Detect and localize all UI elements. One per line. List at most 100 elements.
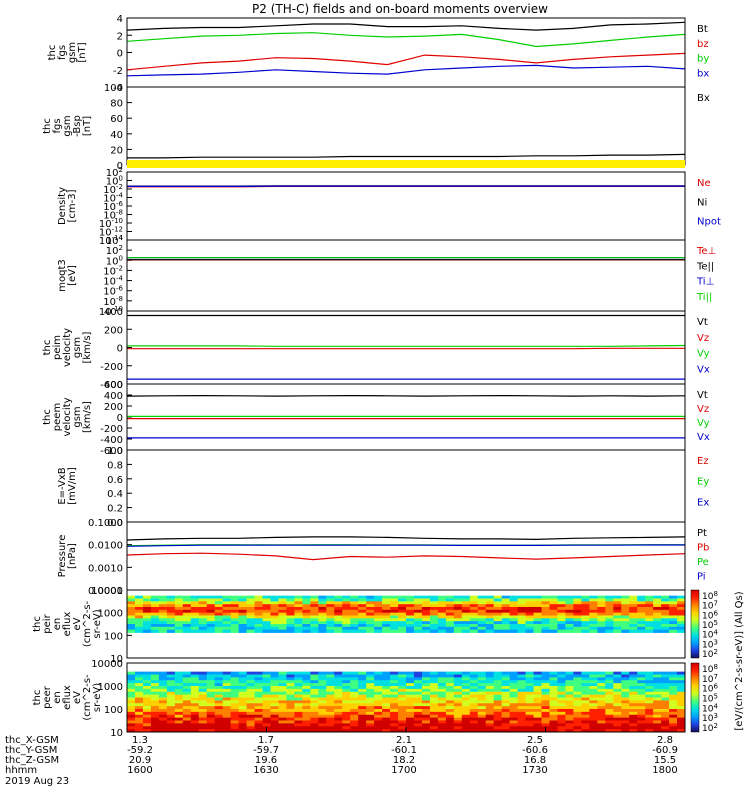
spectrogram-cell bbox=[246, 688, 255, 693]
spectrogram-cell bbox=[541, 683, 550, 687]
spectrogram-cell bbox=[127, 621, 136, 625]
spectrogram-cell bbox=[198, 609, 208, 614]
x-col-value: 1730 bbox=[522, 765, 547, 776]
spectrogram-cell bbox=[485, 691, 495, 696]
spectrogram-cell bbox=[613, 686, 622, 690]
spectrogram-cell bbox=[294, 726, 303, 730]
spectrogram-cell bbox=[565, 691, 574, 696]
spectrogram-cell bbox=[286, 723, 295, 727]
spectrogram-cell bbox=[334, 686, 343, 690]
spectrogram-cell bbox=[222, 626, 232, 631]
spectrogram-cell bbox=[158, 604, 168, 608]
spectrogram-cell bbox=[453, 677, 463, 681]
spectrogram-cell bbox=[214, 607, 224, 611]
spectrogram-cell bbox=[262, 629, 271, 633]
spectrogram-cell bbox=[230, 677, 239, 681]
spectrogram-cell bbox=[637, 691, 646, 696]
spectrogram-cell bbox=[629, 621, 638, 625]
y-tick-label: 60 bbox=[110, 114, 123, 125]
spectrogram-cell bbox=[501, 595, 511, 599]
spectrogram-cell bbox=[158, 601, 168, 605]
spectrogram-cell bbox=[445, 683, 455, 687]
spectrogram-cell bbox=[174, 621, 184, 625]
spectrogram-cell bbox=[597, 598, 606, 602]
spectrogram-cell bbox=[541, 686, 550, 690]
spectrogram-cell bbox=[541, 671, 550, 675]
spectrogram-cell bbox=[302, 609, 311, 614]
spectrogram-cell bbox=[150, 720, 160, 724]
spectrogram-cell bbox=[382, 694, 391, 698]
spectrogram-cell bbox=[398, 711, 407, 716]
spectrogram-cell bbox=[302, 626, 311, 631]
spectrogram-cell bbox=[525, 697, 534, 701]
spectrogram-cell bbox=[390, 700, 399, 704]
spectrogram-cell bbox=[302, 706, 311, 710]
spectrogram-cell bbox=[637, 677, 646, 681]
spectrogram-cell bbox=[358, 671, 367, 675]
spectrogram-cell bbox=[358, 711, 367, 716]
spectrogram-cell bbox=[190, 683, 200, 687]
spectrogram-cell bbox=[366, 598, 375, 602]
spectrogram-cell bbox=[509, 624, 518, 628]
spectrogram-cell bbox=[605, 714, 614, 719]
spectrogram-cell bbox=[350, 604, 359, 608]
spectrogram-cell bbox=[302, 703, 311, 707]
spectrogram-cell bbox=[629, 598, 638, 602]
spectrogram-cell bbox=[158, 688, 168, 693]
spectrogram-cell bbox=[677, 680, 686, 684]
spectrogram-cell bbox=[645, 615, 654, 619]
spectrogram-cell bbox=[390, 609, 399, 614]
spectrogram-cell bbox=[621, 694, 630, 698]
spectrogram-cell bbox=[310, 629, 319, 633]
spectrogram-cell bbox=[517, 618, 526, 622]
spectrogram-cell bbox=[653, 691, 662, 696]
spectrogram-cell bbox=[174, 629, 184, 633]
spectrogram-cell bbox=[206, 612, 216, 616]
spectrogram-cell bbox=[469, 714, 479, 719]
spectrogram-cell bbox=[613, 720, 622, 724]
spectrogram-cell bbox=[573, 717, 582, 721]
ylabel-line: (cm^2-s- bbox=[82, 600, 93, 647]
spectrogram-cell bbox=[398, 615, 407, 619]
spectrogram-cell bbox=[629, 626, 638, 631]
spectrogram-cell bbox=[549, 688, 558, 693]
spectrogram-cell bbox=[429, 595, 439, 599]
spectrogram-cell bbox=[318, 595, 327, 599]
spectrogram-cell bbox=[366, 709, 375, 713]
spectrogram-cell bbox=[421, 607, 431, 611]
spectrogram-cell bbox=[127, 720, 136, 724]
spectrogram-cell bbox=[398, 671, 407, 675]
spectrogram-cell bbox=[342, 595, 351, 599]
panel-fgs2-ylabel: thc fgs gsm -Bsp [nT] bbox=[42, 115, 93, 137]
spectrogram-cell bbox=[358, 723, 367, 727]
spectrogram-cell bbox=[677, 694, 686, 698]
spectrogram-cell bbox=[493, 618, 503, 622]
spectrogram-cell bbox=[350, 598, 359, 602]
spectrogram-cell bbox=[477, 671, 487, 675]
spectrogram-cell bbox=[429, 686, 439, 690]
spectrogram-cell bbox=[541, 688, 550, 693]
spectrogram-cell bbox=[557, 615, 566, 619]
spectrogram-cell bbox=[150, 612, 160, 616]
spectrogram-cell bbox=[429, 697, 439, 701]
spectrogram-cell bbox=[406, 621, 415, 625]
spectrogram-cell bbox=[557, 595, 566, 599]
spectrogram-cell bbox=[493, 674, 503, 678]
y-tick-label: 10000 bbox=[91, 659, 123, 670]
spectrogram-cell bbox=[222, 720, 232, 724]
spectrogram-cell bbox=[382, 726, 391, 730]
spectrogram-cell bbox=[254, 601, 263, 605]
spectrogram-cell bbox=[485, 615, 495, 619]
spectrogram-cell bbox=[326, 703, 335, 707]
spectrogram-cell bbox=[565, 688, 574, 693]
spectrogram-cell bbox=[190, 629, 200, 633]
spectrogram-cell bbox=[406, 677, 415, 681]
spectrogram-cell bbox=[645, 706, 654, 710]
spectrogram-cell bbox=[453, 607, 463, 611]
y-tick-label: 0.0010 bbox=[88, 563, 123, 574]
spectrogram-cell bbox=[398, 621, 407, 625]
spectrogram-cell bbox=[230, 729, 239, 733]
spectrogram-cell bbox=[677, 714, 686, 719]
spectrogram-cell bbox=[421, 720, 431, 724]
spectrogram-cell bbox=[597, 683, 606, 687]
